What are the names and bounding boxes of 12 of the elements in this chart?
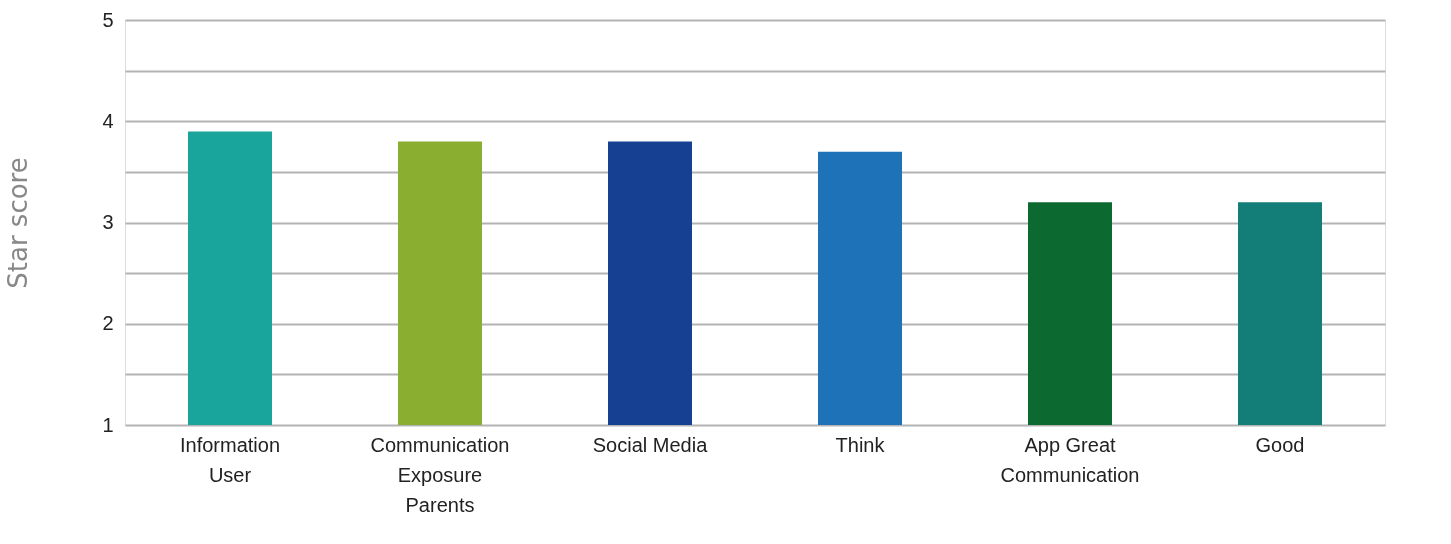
x-tick-label: Good xyxy=(1255,433,1305,456)
y-axis-title: Star score xyxy=(3,157,34,289)
x-tick-label: Think xyxy=(835,433,886,456)
y-tick-label: 1 xyxy=(102,413,114,436)
x-tick-label: App Great Communication xyxy=(1000,433,1140,486)
y-tick-label: 5 xyxy=(102,8,114,31)
y-tick-label: 2 xyxy=(102,312,114,335)
x-tick-label: Communication Exposure Parents xyxy=(370,433,510,516)
y-tick-label: 3 xyxy=(102,211,114,233)
x-tick-label: Information User xyxy=(179,433,281,486)
x-tick-label: Social Media xyxy=(592,433,709,456)
y-tick-label: 4 xyxy=(102,109,114,132)
